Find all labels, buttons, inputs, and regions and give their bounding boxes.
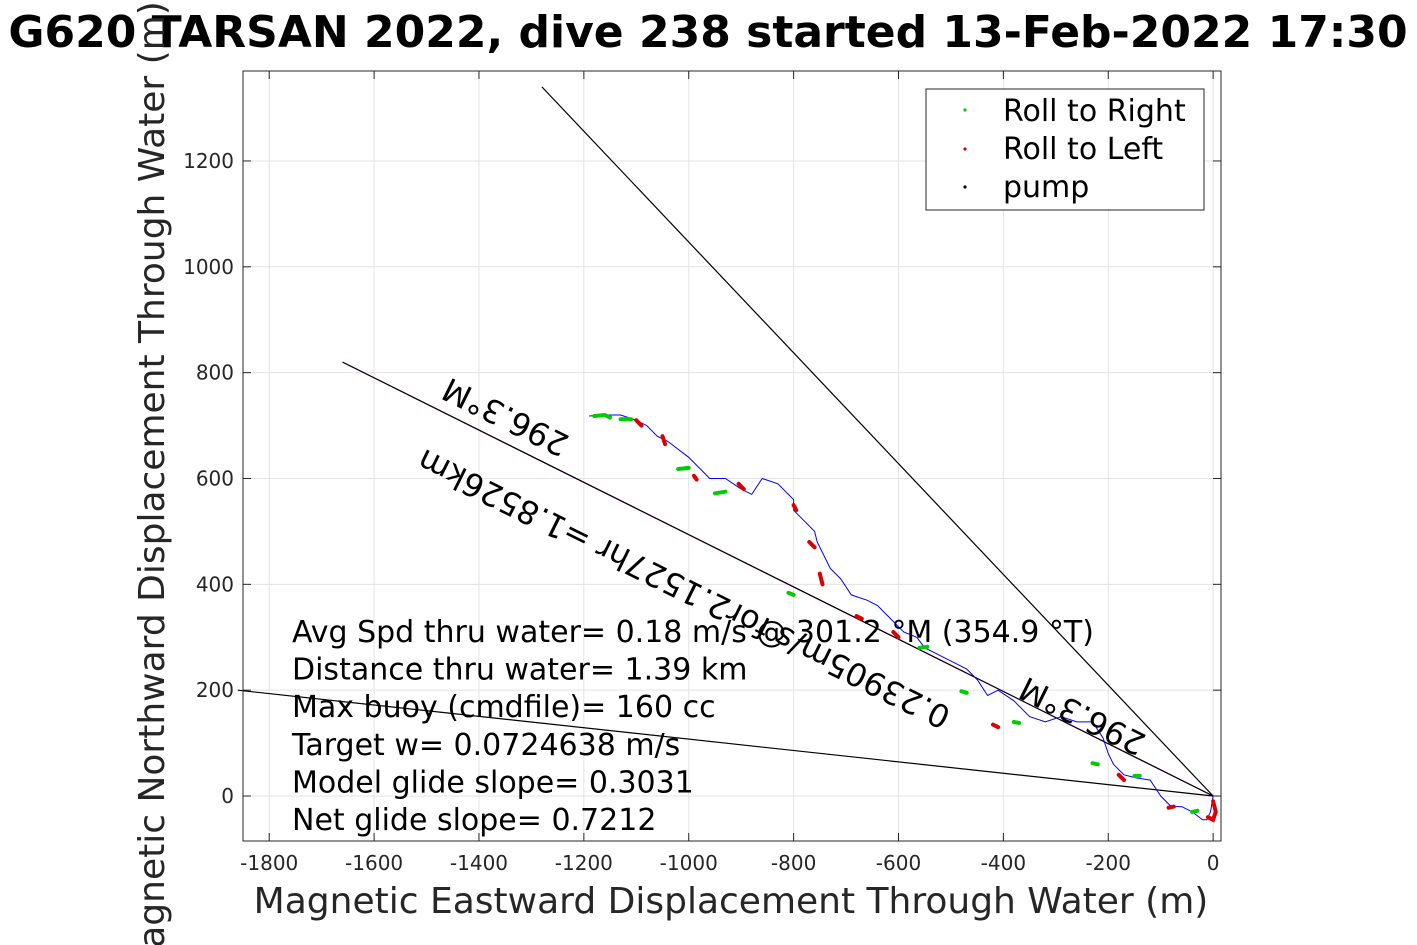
roll-left-marker — [791, 503, 799, 513]
stats-line: Net glide slope= 0.7212 — [292, 803, 656, 838]
chart-title: G620 TARSAN 2022, dive 238 started 13-Fe… — [8, 7, 1407, 58]
roll-left-marker — [990, 722, 1001, 730]
y-axis-label: Magnetic Northward Displacement Through … — [132, 1, 173, 945]
roll-left-marker — [660, 434, 668, 447]
stats-line: Max buoy (cmdfile)= 160 cc — [292, 690, 716, 725]
roll-right-marker — [786, 590, 796, 597]
series-line-track — [589, 414, 1214, 821]
reference-line — [237, 689, 1214, 797]
stats-line: Model glide slope= 0.3031 — [292, 765, 694, 800]
y-tick-label: 600 — [196, 466, 234, 490]
roll-left-marker — [807, 540, 817, 550]
plot-frame — [242, 70, 1222, 842]
roll-right-marker — [1190, 808, 1200, 814]
y-tick-label: 1000 — [183, 255, 234, 279]
legend-marker-roll-left — [963, 147, 967, 151]
roll-right-marker — [592, 412, 613, 420]
legend-marker-pump — [963, 185, 967, 189]
legend-label-pump: pump — [1003, 170, 1089, 205]
legend: Roll to Right Roll to Left pump — [925, 88, 1205, 211]
roll-markers — [592, 412, 1218, 823]
legend-marker-roll-right — [963, 108, 967, 112]
y-tick-label: 0 — [221, 784, 234, 808]
roll-left-marker — [1116, 772, 1126, 783]
legend-label-roll-right: Roll to Right — [1003, 94, 1186, 129]
roll-right-marker — [713, 489, 728, 496]
axis-ticks: -1800 -1600 -1400 -1200 -1000 -800 -600 -400 -20… — [183, 71, 1221, 875]
roll-left-marker — [854, 614, 864, 621]
x-tick-label: -1200 — [555, 851, 613, 875]
reference-line — [541, 86, 1214, 797]
roll-right-marker — [917, 644, 930, 650]
y-tick-label: 400 — [196, 572, 234, 596]
roll-right-marker — [959, 689, 969, 695]
reference-lines — [237, 86, 1214, 797]
x-tick-label: -600 — [876, 851, 921, 875]
x-tick-label: 0 — [1207, 851, 1220, 875]
x-tick-label: -1800 — [240, 851, 298, 875]
roll-left-marker — [1205, 799, 1218, 823]
x-tick-label: -400 — [981, 851, 1026, 875]
legend-label-roll-left: Roll to Left — [1003, 132, 1163, 167]
track-lines — [589, 414, 1214, 821]
legend-box — [925, 88, 1205, 211]
roll-left-marker — [692, 473, 699, 482]
roll-left-marker — [817, 571, 825, 587]
roll-left-marker — [736, 481, 746, 492]
x-tick-label: -1600 — [345, 851, 403, 875]
stats-line: Distance thru water= 1.39 km — [292, 653, 747, 688]
roll-right-marker — [676, 465, 691, 471]
reference-line — [342, 361, 1214, 797]
x-tick-label: -1000 — [660, 851, 718, 875]
y-tick-label: 1200 — [183, 149, 234, 173]
y-tick-label: 800 — [196, 361, 234, 385]
roll-left-marker — [1166, 804, 1176, 810]
x-tick-label: -200 — [1086, 851, 1131, 875]
stats-block: Avg Spd thru water= 0.18 m/s @ 301.2 °M … — [291, 615, 1094, 838]
roll-left-marker — [891, 630, 901, 640]
y-tick-label: 200 — [196, 678, 234, 702]
roll-right-marker — [1011, 719, 1022, 725]
x-tick-label: -800 — [771, 851, 816, 875]
x-tick-label: -1400 — [450, 851, 508, 875]
stats-line: Avg Spd thru water= 0.18 m/s @ 301.2 °M … — [292, 615, 1094, 650]
roll-left-marker — [634, 418, 644, 428]
x-axis-label: Magnetic Eastward Displacement Through W… — [254, 881, 1209, 922]
stats-line: Target w= 0.0724638 m/s — [291, 728, 680, 763]
roll-right-marker — [1090, 761, 1100, 767]
